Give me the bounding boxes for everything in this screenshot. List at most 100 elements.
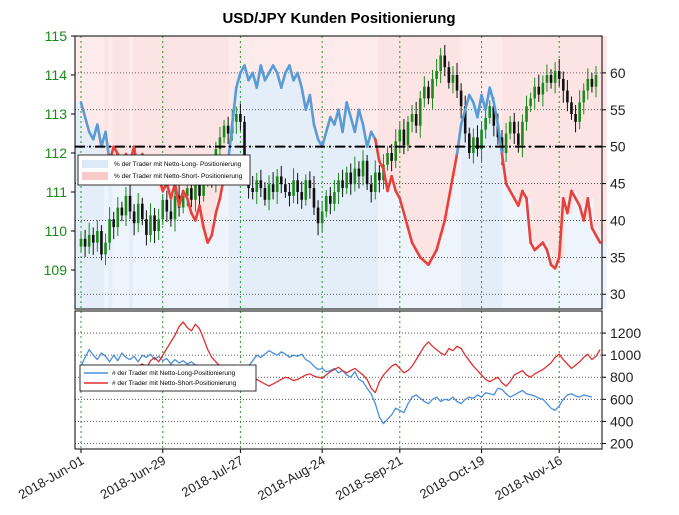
candle-body: [390, 153, 393, 161]
short-shade-segment: [116, 36, 122, 169]
short-shade-segment: [427, 36, 433, 265]
long-shade-segment: [489, 87, 495, 309]
candle-body: [476, 137, 479, 150]
candle-body: [545, 75, 549, 83]
percent-tick-label: 35: [610, 249, 626, 265]
long-pct-segment: [414, 248, 422, 259]
short-shade-segment: [460, 36, 466, 125]
long-shade-segment: [402, 213, 408, 309]
candle-body: [566, 90, 569, 103]
short-shade-segment: [174, 36, 180, 206]
candle-body: [108, 219, 111, 243]
short-shade-segment: [108, 36, 113, 147]
candle-body: [316, 207, 320, 224]
long-pct-segment: [488, 86, 496, 104]
count-tick-label: 600: [610, 391, 634, 407]
long-shade-segment: [149, 161, 155, 309]
long-pct-segment: [202, 226, 210, 244]
candle-body: [414, 114, 418, 126]
long-pct-segment: [496, 123, 504, 156]
candle-body: [398, 129, 402, 142]
long-shade-segment: [278, 87, 284, 309]
short-shade-segment: [344, 36, 350, 103]
short-shade-segment: [195, 36, 201, 206]
short-shade-segment: [390, 36, 396, 177]
long-shade-segment: [353, 131, 358, 309]
candle-body: [369, 184, 373, 192]
short-shade-segment: [543, 36, 549, 243]
long-shade-segment: [431, 257, 437, 309]
long-pct-segment: [500, 152, 508, 185]
count-tick-label: 1200: [610, 325, 641, 341]
long-shade-segment: [560, 257, 566, 309]
short-shade-segment: [240, 36, 246, 66]
candle-body: [337, 180, 340, 192]
candle-body: [112, 219, 115, 228]
top-legend-box: [77, 154, 251, 186]
short-shade-segment: [157, 36, 163, 191]
long-pct-segment: [439, 219, 447, 237]
count-tick-label: 1000: [610, 347, 641, 363]
short-shade-segment: [361, 36, 367, 125]
long-shade-segment: [415, 249, 421, 309]
short-shade-segment: [257, 36, 263, 66]
percent-tick-label: 40: [610, 212, 626, 228]
long-shade-segment: [236, 72, 242, 309]
long-shade-segment: [539, 246, 545, 309]
short-shade-segment: [597, 36, 603, 236]
long-pct-segment: [447, 174, 455, 200]
long-pct-segment: [79, 101, 87, 119]
candle-body: [512, 121, 516, 134]
long-shade-segment: [448, 198, 454, 309]
long-shade-segment: [377, 161, 383, 309]
long-shade-segment: [195, 205, 201, 309]
long-pct-segment: [455, 123, 463, 156]
candle-body: [451, 75, 455, 83]
long-shade-segment: [423, 261, 429, 309]
short-shade-segment: [411, 36, 416, 243]
long-pct-segment: [365, 130, 373, 148]
candle-body: [288, 192, 291, 196]
long-pct-segment: [553, 256, 561, 270]
long-shade-segment: [577, 198, 582, 309]
short-shade-segment: [602, 36, 607, 243]
long-shade-segment: [224, 161, 230, 309]
candle-body: [537, 86, 541, 95]
long-pct-segment: [308, 93, 316, 126]
candle-body: [185, 188, 189, 196]
candle-body: [267, 184, 271, 200]
long-pct-segment: [492, 101, 500, 126]
candle-body: [312, 188, 316, 208]
candle-body: [251, 188, 254, 192]
price-axis-ticks: 115 114 113 112 111 110 109: [44, 28, 75, 278]
long-pct-segment: [214, 197, 222, 215]
short-shade-segment: [245, 36, 250, 81]
long-shade-segment: [556, 268, 562, 309]
candle-body: [116, 207, 120, 228]
short-shade-segment: [112, 36, 118, 155]
short-shade-segment: [539, 36, 545, 247]
long-pct-segment: [353, 108, 361, 134]
long-shade-segment: [207, 235, 213, 309]
short-shade-segment: [170, 36, 176, 184]
candle-body: [586, 78, 590, 91]
long-pct-segment: [484, 86, 492, 112]
long-pct-segment: [324, 115, 332, 134]
long-pct-segment: [406, 226, 414, 244]
short-shade-segment: [415, 36, 421, 250]
candle-body: [161, 199, 165, 220]
long-shade-segment: [124, 161, 130, 309]
long-shade-segment: [75, 102, 80, 310]
short-shade-segment: [299, 36, 304, 88]
long-shade-segment: [133, 176, 138, 309]
candle-body: [271, 184, 275, 192]
long-shade-segment: [394, 190, 400, 309]
short-shade-segment: [448, 36, 454, 199]
long-pct-segment: [96, 123, 103, 148]
long-pct-segment: [382, 167, 389, 193]
candle-body: [169, 211, 173, 220]
candle-body: [562, 78, 565, 91]
candle-body: [394, 141, 398, 161]
long-shade-segment: [411, 242, 416, 309]
